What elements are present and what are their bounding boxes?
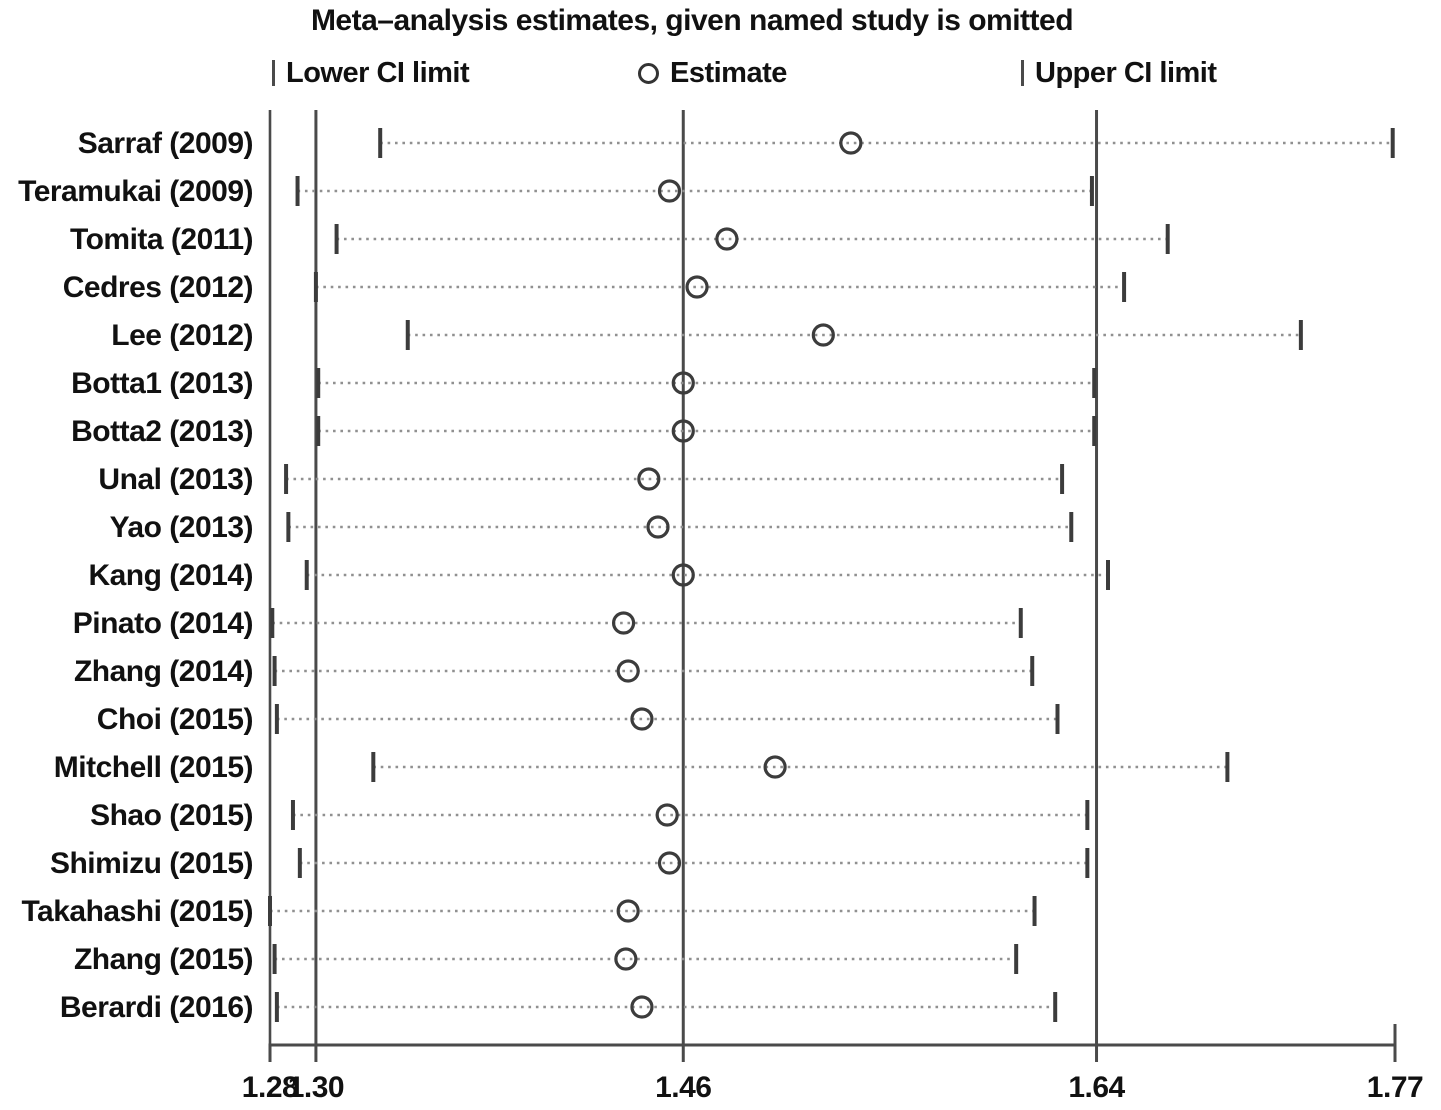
study-label: Botta1 (2013) (71, 367, 253, 400)
estimate-marker (614, 947, 638, 971)
x-tick-label: 1.30 (288, 1071, 344, 1104)
estimate-marker (811, 323, 835, 347)
estimate-marker (671, 563, 695, 587)
legend-item-estimate: Estimate (638, 56, 787, 90)
legend-label-upper-ci: Upper CI limit (1035, 56, 1217, 89)
estimate-marker (839, 131, 863, 155)
legend-label-lower-ci: Lower CI limit (286, 56, 470, 89)
x-tick-label: 1.28 (242, 1071, 298, 1104)
study-label: Yao (2013) (110, 511, 253, 544)
study-label: Zhang (2015) (74, 943, 253, 976)
estimate-marker (630, 995, 654, 1019)
estimate-marker (671, 371, 695, 395)
study-label: Kang (2014) (88, 559, 253, 592)
estimate-marker (637, 467, 661, 491)
study-label: Takahashi (2015) (21, 895, 253, 928)
study-label: Mitchell (2015) (54, 751, 253, 784)
estimate-marker (657, 851, 682, 875)
study-label: Cedres (2012) (63, 271, 253, 304)
chart-title: Meta–analysis estimates, given named stu… (310, 4, 1074, 37)
estimate-marker (646, 515, 670, 539)
study-label: Botta2 (2013) (71, 415, 253, 448)
upper-ci-bar-icon (1021, 60, 1024, 86)
study-label: Sarraf (2009) (78, 127, 253, 160)
study-label: Zhang (2014) (74, 655, 253, 688)
legend-label-estimate: Estimate (670, 56, 787, 89)
estimate-marker (611, 611, 636, 635)
study-label: Shao (2015) (90, 799, 253, 832)
study-label: Pinato (2014) (73, 607, 253, 640)
estimate-marker (630, 707, 654, 731)
study-label: Berardi (2016) (60, 991, 253, 1024)
legend-item-lower-ci: Lower CI limit (272, 56, 470, 90)
study-label: Teramukai (2009) (18, 175, 253, 208)
x-tick-label: 1.64 (1068, 1071, 1125, 1104)
estimate-marker (671, 419, 695, 443)
x-tick-label: 1.46 (655, 1071, 711, 1104)
lower-ci-bar-icon (272, 60, 275, 86)
estimate-marker (616, 659, 640, 683)
estimate-marker (655, 803, 679, 827)
study-label: Lee (2012) (111, 319, 253, 352)
legend-item-upper-ci: Upper CI limit (1021, 56, 1217, 90)
study-label: Unal (2013) (98, 463, 253, 496)
study-label: Choi (2015) (97, 703, 253, 736)
study-label: Tomita (2011) (70, 223, 253, 256)
study-label: Shimizu (2015) (50, 847, 253, 880)
estimate-marker (685, 275, 709, 299)
x-tick-label: 1.77 (1367, 1071, 1423, 1104)
estimate-circle-icon (638, 62, 659, 84)
estimate-marker (657, 179, 682, 203)
estimate-marker (763, 755, 787, 779)
estimate-marker (715, 227, 739, 251)
estimate-marker (616, 899, 640, 923)
